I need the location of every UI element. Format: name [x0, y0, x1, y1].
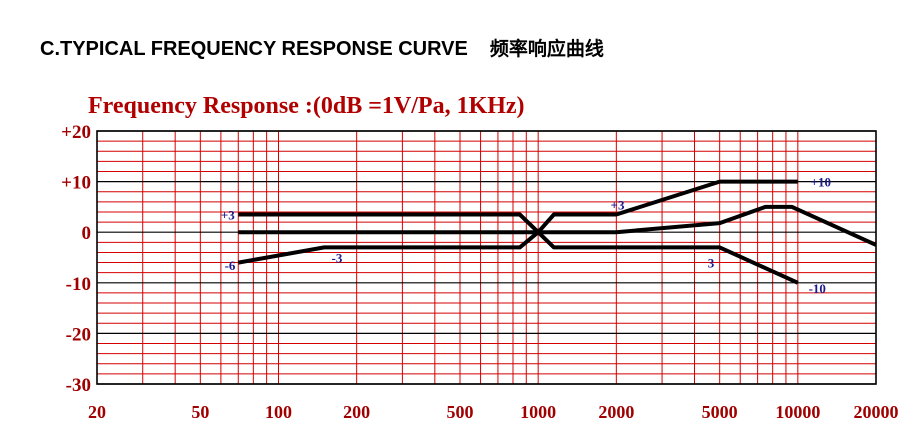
x-tick-label: 10000	[775, 402, 820, 422]
x-tick-label: 2000	[598, 402, 634, 422]
series-line-lower	[237, 230, 799, 285]
chart-title: Frequency Response :(0dB =1V/Pa, 1KHz)	[88, 93, 525, 119]
chart-annotations: +3 -6 -3 +3 +10 3 -10	[221, 175, 831, 296]
y-tick-label: +20	[61, 122, 91, 143]
annotation-label: -6	[225, 258, 236, 273]
section-heading: C.TYPICAL FREQUENCY RESPONSE CURVE 频率响应曲线	[40, 34, 604, 61]
series-line-upper	[238, 179, 798, 235]
x-tick-label: 20000	[854, 402, 899, 422]
x-tick-label: 50	[191, 402, 209, 422]
x-tick-label: 100	[265, 402, 292, 422]
y-axis-ticks: +20 +10 0 -10 -20 -30	[61, 122, 91, 396]
plot-area	[97, 131, 876, 384]
chart-grid	[96, 130, 877, 385]
y-tick-label: 0	[82, 223, 92, 244]
section-heading-title-cn: 频率响应曲线	[489, 38, 604, 60]
y-tick-label: -30	[66, 375, 91, 396]
chart-series	[237, 179, 877, 285]
annotation-label: +10	[811, 175, 831, 190]
x-tick-label: 1000	[520, 402, 556, 422]
annotation-label: +3	[611, 197, 625, 212]
annotation-label: -3	[332, 251, 343, 266]
section-heading-title: C.TYPICAL FREQUENCY RESPONSE CURVE	[40, 38, 468, 60]
plot-frame	[96, 130, 877, 385]
x-tick-label: 500	[446, 402, 473, 422]
annotation-label: 3	[708, 256, 715, 271]
annotation-label: -10	[809, 281, 826, 296]
y-tick-label: +10	[61, 173, 91, 194]
y-tick-label: -10	[66, 274, 91, 295]
x-tick-label: 20	[88, 402, 106, 422]
x-tick-label: 5000	[702, 402, 738, 422]
x-axis-ticks: 20 50 100 200 500 1000 2000 5000 10000 20000	[88, 402, 899, 422]
y-tick-label: -20	[66, 324, 91, 345]
annotation-label: +3	[221, 207, 235, 222]
x-tick-label: 200	[343, 402, 370, 422]
